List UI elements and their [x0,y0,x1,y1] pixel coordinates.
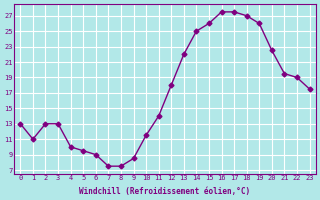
X-axis label: Windchill (Refroidissement éolien,°C): Windchill (Refroidissement éolien,°C) [79,187,251,196]
